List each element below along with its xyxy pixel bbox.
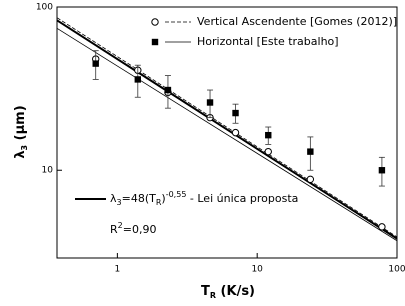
x-label-part: T (201, 284, 210, 299)
x-label-part: (K/s) (216, 284, 255, 299)
legend-label: Horizontal [Este trabalho] (197, 35, 339, 48)
x-tick-label: 100 (388, 265, 405, 275)
legend-marker (151, 18, 159, 26)
r2-part: R (110, 223, 118, 236)
plot-frame (56, 6, 398, 259)
y-tick-label: 10 (42, 166, 54, 176)
data-point (307, 148, 314, 155)
data-point (164, 86, 172, 94)
data-point (92, 60, 99, 67)
annotation-sup: -0,55 (166, 190, 187, 199)
annotation-sub: 3 (117, 198, 122, 207)
legend-marker (151, 38, 159, 46)
y-label-sub: 3 (20, 145, 29, 151)
data-point (264, 147, 272, 156)
y-axis-label: λ3 (μm) (13, 105, 29, 158)
legend-label: Vertical Ascendente [Gomes (2012)] (197, 15, 397, 28)
data-point (378, 167, 386, 174)
annotation: λ3=48(TR)-0,55 - Lei única proposta (110, 190, 298, 207)
x-tick-label: 10 (251, 265, 263, 275)
annotation-part: =48(T (122, 192, 157, 205)
fit-line (56, 28, 398, 242)
data-point (231, 128, 240, 137)
r2-sup: 2 (118, 221, 123, 230)
y-tick-label: 100 (36, 3, 53, 13)
y-label-part: λ (13, 150, 28, 158)
x-axis-label: TR (K/s) (201, 284, 255, 300)
x-label-sub: R (210, 291, 216, 300)
x-tick-label: 1 (115, 265, 121, 275)
data-point (378, 223, 386, 231)
r2-part: =0,90 (123, 223, 157, 236)
data-point (306, 175, 315, 184)
annotation-part: - Lei única proposta (186, 192, 298, 205)
annotation-part: ) (161, 192, 165, 205)
annotation-part: λ (110, 192, 117, 205)
annotation-sub: R (156, 198, 162, 207)
fit-line (56, 17, 398, 238)
data-point (232, 109, 239, 117)
r-squared: R2=0,90 (110, 221, 156, 237)
data-point (206, 99, 214, 106)
fit-line (56, 19, 398, 240)
data-point (265, 131, 272, 139)
data-point (134, 76, 142, 83)
y-label-part: (μm) (13, 105, 28, 145)
